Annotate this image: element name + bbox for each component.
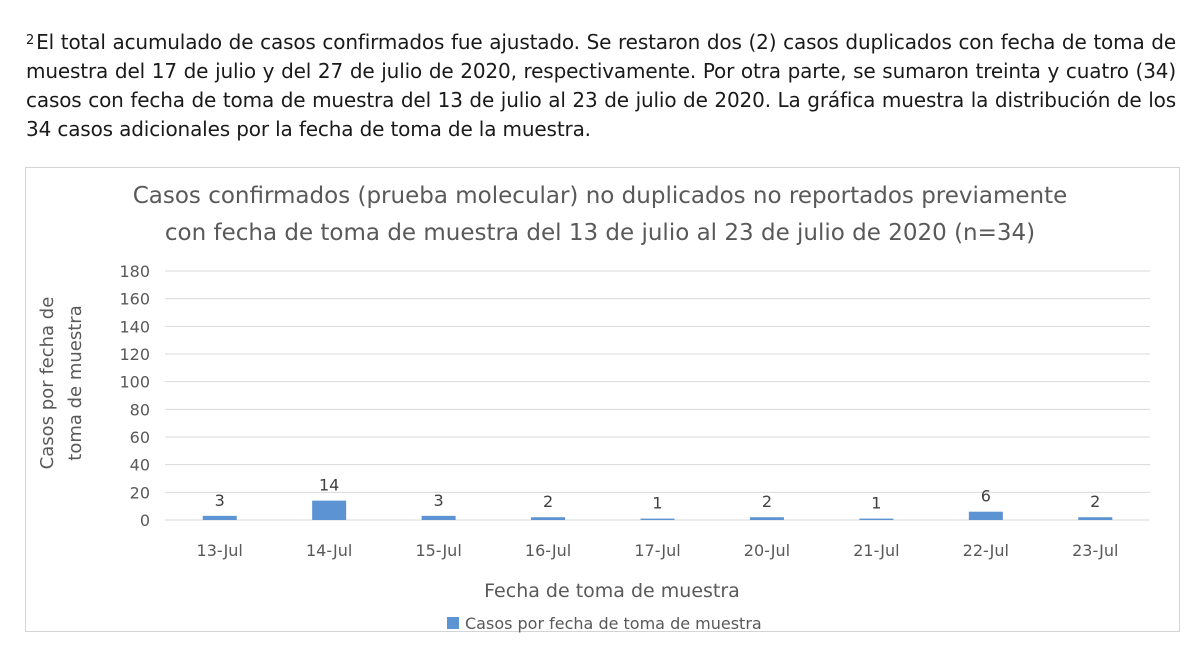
chart-frame (25, 167, 1180, 632)
footnote-text: El total acumulado de casos confirmados … (26, 30, 1176, 141)
footnote-paragraph: 2 El total acumulado de casos confirmados… (26, 28, 1176, 144)
footnote-marker: 2 (26, 33, 35, 48)
